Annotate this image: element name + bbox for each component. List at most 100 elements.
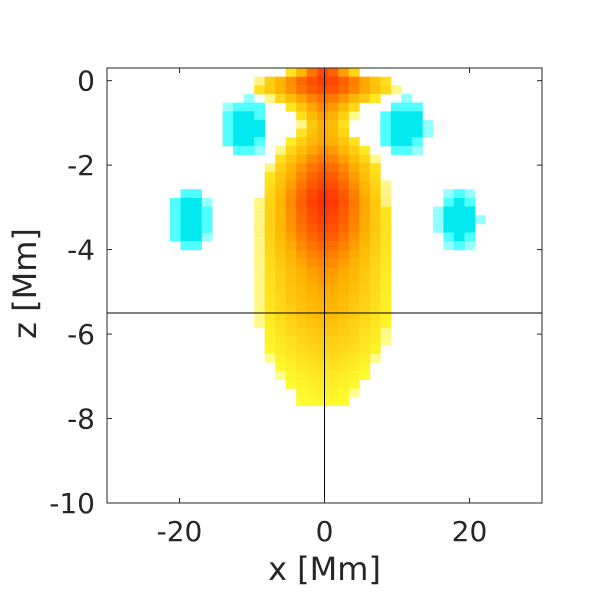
heatmap-cell: [327, 197, 339, 207]
heatmap-cell: [338, 119, 350, 130]
heatmap-cell: [243, 128, 255, 138]
heatmap-cell: [222, 128, 234, 138]
heatmap-cell: [233, 137, 245, 147]
heatmap-cell: [338, 362, 350, 372]
heatmap-cell: [453, 215, 465, 225]
heatmap-cell: [359, 145, 371, 155]
heatmap-cell: [254, 241, 266, 251]
heatmap-cell: [317, 206, 329, 216]
heatmap-cell: [296, 180, 308, 190]
heatmap-cell: [369, 171, 381, 181]
heatmap-cell: [317, 353, 329, 363]
heatmap-cell: [296, 93, 308, 104]
heatmap-cell: [264, 258, 276, 268]
heatmap-cell: [201, 197, 213, 207]
heatmap-cell: [285, 327, 297, 337]
heatmap-cell: [338, 319, 350, 329]
heatmap-cell: [254, 258, 266, 268]
heatmap-cell: [296, 119, 308, 130]
heatmap-cell: [359, 267, 371, 277]
heatmap-cell: [327, 145, 339, 155]
heatmap-cell: [432, 206, 444, 216]
heatmap-cell: [201, 206, 213, 216]
heatmap-cell: [254, 249, 266, 259]
x-axis-label: x [Mm]: [268, 550, 381, 588]
heatmap-cell: [317, 119, 329, 130]
heatmap-cell: [254, 197, 266, 207]
heatmap-cell: [275, 345, 287, 355]
heatmap-cell: [243, 119, 255, 130]
heatmap-cell: [338, 327, 350, 337]
heatmap-cell: [306, 189, 318, 199]
heatmap-cell: [275, 241, 287, 251]
heatmap-cell: [327, 128, 339, 138]
heatmap-cell: [306, 154, 318, 164]
heatmap-cell: [338, 353, 350, 363]
heatmap-cell: [359, 171, 371, 181]
heatmap-cell: [327, 102, 339, 112]
heatmap-cell: [348, 197, 360, 207]
heatmap-cell: [275, 371, 287, 381]
heatmap-cell: [338, 267, 350, 277]
heatmap-cell: [359, 76, 371, 86]
heatmap-cell: [317, 397, 329, 407]
heatmap-cell: [453, 189, 465, 199]
heatmap-cell: [275, 189, 287, 199]
heatmap-cell: [191, 189, 203, 199]
heatmap-cell: [317, 223, 329, 233]
heatmap-cell: [285, 68, 297, 78]
heatmap-cell: [275, 275, 287, 285]
heatmap-cell: [338, 180, 350, 190]
heatmap-cell: [338, 171, 350, 181]
heatmap-cell: [359, 284, 371, 294]
heatmap-cell: [369, 206, 381, 216]
heatmap-cell: [317, 128, 329, 138]
heatmap-cell: [359, 163, 371, 173]
heatmap-cell: [180, 206, 192, 216]
heatmap-cell: [432, 223, 444, 233]
heatmap-cell: [306, 137, 318, 147]
heatmap-cell: [348, 102, 360, 112]
heatmap-cell: [285, 301, 297, 311]
heatmap-cell: [306, 379, 318, 389]
heatmap-cell: [369, 293, 381, 303]
heatmap-cell: [327, 171, 339, 181]
heatmap-cell: [254, 293, 266, 303]
heatmap-cell: [401, 102, 413, 112]
heatmap-cell: [285, 284, 297, 294]
heatmap-cell: [453, 206, 465, 216]
heatmap-cell: [411, 102, 423, 112]
heatmap-cell: [348, 388, 360, 398]
heatmap-cell: [180, 189, 192, 199]
heatmap-cell: [285, 76, 297, 86]
heatmap-cell: [317, 284, 329, 294]
heatmap-cell: [369, 336, 381, 346]
heatmap-cell: [306, 301, 318, 311]
heatmap-cell: [411, 111, 423, 121]
heatmap-cell: [275, 249, 287, 259]
heatmap-cell: [306, 145, 318, 155]
heatmap-cell: [443, 189, 455, 199]
heatmap-cell: [369, 93, 381, 104]
heatmap-cell: [338, 310, 350, 320]
heatmap-cell: [285, 180, 297, 190]
heatmap-cell: [359, 345, 371, 355]
heatmap-cell: [285, 319, 297, 329]
heatmap-cell: [348, 93, 360, 104]
heatmap-cell: [317, 93, 329, 104]
heatmap-cell: [243, 137, 255, 147]
heatmap-cell: [369, 267, 381, 277]
heatmap-cell: [348, 310, 360, 320]
heatmap-cell: [306, 353, 318, 363]
heatmap-cell: [306, 319, 318, 329]
heatmap-cell: [369, 249, 381, 259]
heatmap-cell: [380, 76, 392, 86]
heatmap-cell: [201, 215, 213, 225]
heatmap-cell: [317, 258, 329, 268]
heatmap-cell: [306, 327, 318, 337]
heatmap-cell: [317, 267, 329, 277]
heatmap-cell: [317, 327, 329, 337]
heatmap-cell: [296, 215, 308, 225]
heatmap-cell: [359, 223, 371, 233]
heatmap-cell: [233, 145, 245, 155]
